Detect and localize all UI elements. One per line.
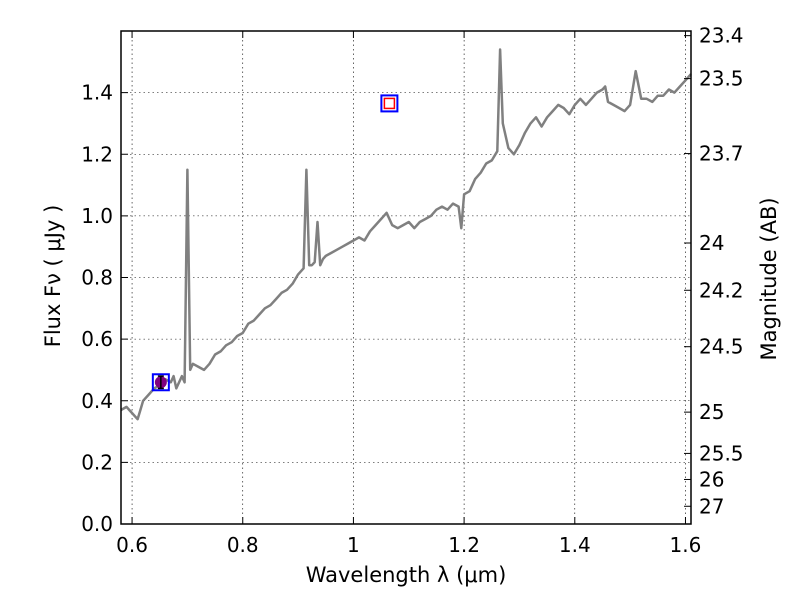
x-tick-label: 0.6 — [116, 533, 148, 557]
grid — [121, 31, 691, 525]
x-tick-label: 1 — [347, 533, 360, 557]
spectrum-line — [120, 48, 692, 421]
y2-axis-title-text: Magnitude (AB) — [757, 197, 781, 360]
y-tick-label: 1.0 — [81, 204, 113, 228]
photometry-point — [383, 97, 396, 110]
x-tick-label: 1.4 — [559, 533, 591, 557]
photometry-box-marker — [151, 373, 170, 392]
y2-tick-label: 25.5 — [699, 441, 744, 465]
series-layer — [120, 48, 692, 421]
y2-tick-label: 26 — [699, 467, 724, 491]
x-axis-title: Wavelength λ (μm) — [306, 563, 507, 587]
y2-tick-label: 23.5 — [699, 67, 744, 91]
y-tick-label: 1.4 — [81, 81, 113, 105]
y2-tick-label: 23.4 — [699, 24, 744, 48]
y2-tick-label: 23.7 — [699, 142, 744, 166]
y2-tick-label: 24.5 — [699, 335, 744, 359]
ticks-layer: 0.6 0.8 1 1.2 1.4 1.6 0.0 0.2 0.4 0.6 0.8 1.0 1.2 1.4… — [81, 24, 743, 557]
markers-layer — [151, 94, 399, 392]
y-tick-label: 0.2 — [81, 450, 113, 474]
x-tick-label: 1.6 — [670, 533, 702, 557]
y-tick-label: 0.0 — [81, 512, 113, 536]
x-tick-label: 1.2 — [448, 533, 480, 557]
y-tick-label: 1.2 — [81, 142, 113, 166]
photometry-box-marker — [380, 94, 399, 113]
y-tick-label: 0.4 — [81, 389, 113, 413]
y2-tick-label: 24 — [699, 231, 724, 255]
y2-tick-label: 27 — [699, 494, 724, 518]
plot-frame — [120, 30, 692, 525]
y2-axis-title: Magnitude (AB) — [757, 197, 781, 360]
y2-tick-label: 24.2 — [699, 278, 744, 302]
y-axis-title-text: Flux Fν ( μJy ) — [41, 205, 65, 348]
y-tick-label: 0.8 — [81, 266, 113, 290]
x-tick-label: 0.8 — [227, 533, 259, 557]
x-axis-title-text: Wavelength λ (μm) — [306, 563, 507, 587]
y2-tick-label: 25 — [699, 400, 724, 424]
y-tick-label: 0.6 — [81, 327, 113, 351]
y-axis-title: Flux Fν ( μJy ) — [41, 205, 65, 348]
